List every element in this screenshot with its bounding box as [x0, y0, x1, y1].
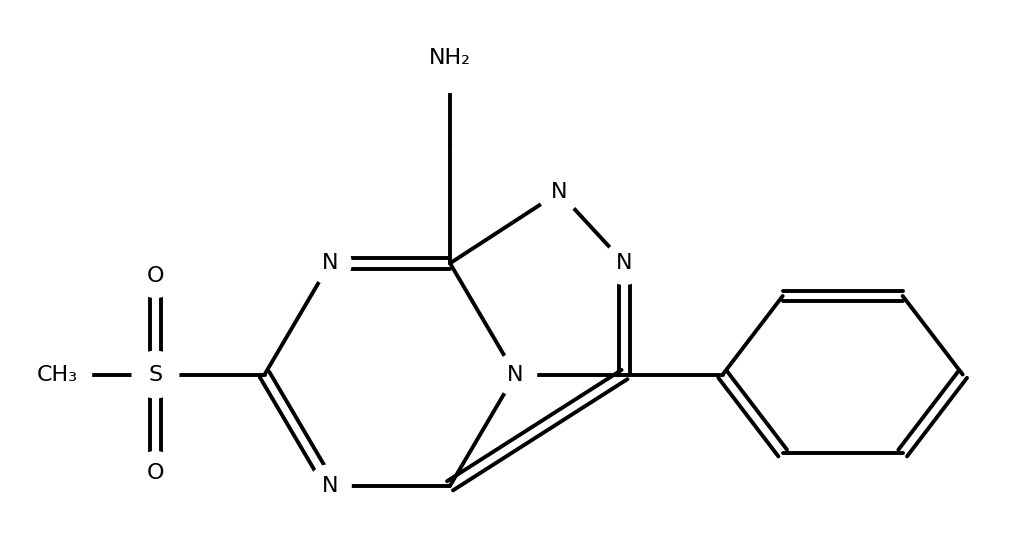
Text: O: O: [147, 267, 164, 286]
Text: NH₂: NH₂: [429, 48, 471, 68]
Circle shape: [602, 242, 646, 285]
Text: S: S: [149, 364, 162, 385]
Text: N: N: [550, 182, 567, 202]
Circle shape: [131, 350, 179, 399]
Text: N: N: [321, 476, 338, 496]
Circle shape: [493, 353, 537, 397]
Text: O: O: [147, 463, 164, 483]
Text: N: N: [506, 364, 523, 385]
Circle shape: [133, 451, 177, 494]
Text: CH₃: CH₃: [37, 364, 77, 385]
Circle shape: [308, 464, 352, 508]
Text: N: N: [615, 254, 632, 273]
Circle shape: [415, 23, 484, 93]
Circle shape: [537, 171, 581, 214]
Text: N: N: [321, 254, 338, 273]
Circle shape: [133, 255, 177, 298]
Circle shape: [22, 339, 92, 410]
Circle shape: [308, 242, 352, 285]
